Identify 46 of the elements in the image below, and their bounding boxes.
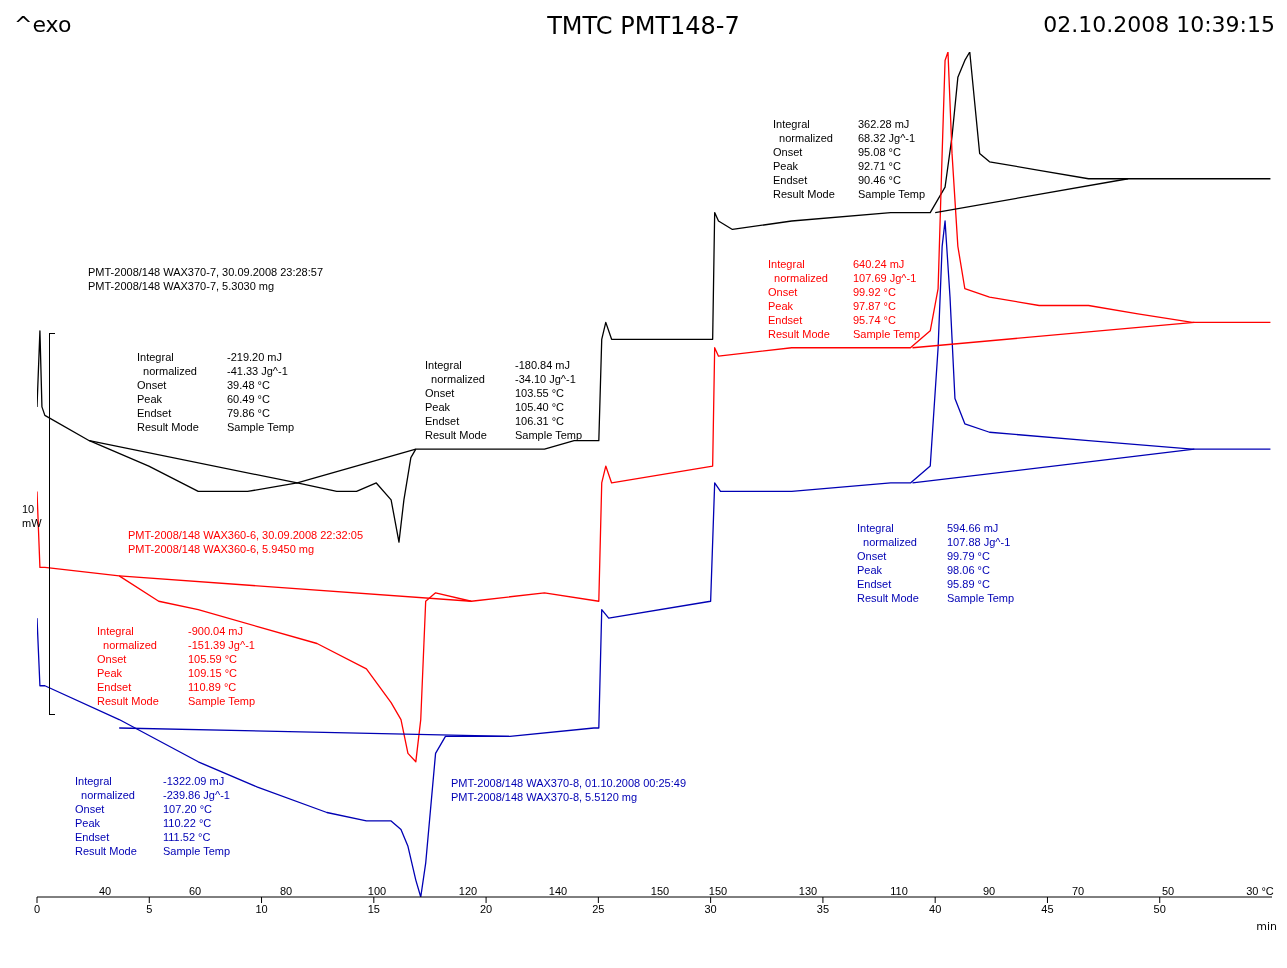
annotation: 100 bbox=[367, 884, 387, 898]
x-tick-label: 0 bbox=[33, 902, 41, 915]
x-tick-label: 10 bbox=[255, 902, 268, 915]
annotation: 30 °C bbox=[1246, 884, 1274, 898]
annotation: -1322.09 mJ -239.86 Jg^-1 107.20 °C 110.22 °C 111.52 °C Sample Temp bbox=[163, 774, 231, 858]
text: 02.10.2008 10:39:15 bbox=[1043, 12, 1275, 37]
x-tick-label: 50 bbox=[1153, 902, 1166, 915]
annotation: 140 bbox=[548, 884, 568, 898]
annotation: Integral normalized Onset Peak Endset Result Mode bbox=[773, 117, 835, 201]
annotation: -900.04 mJ -151.39 Jg^-1 105.59 °C 109.15 °C 110.89 °C Sample Temp bbox=[188, 624, 256, 708]
annotation: 70 bbox=[1071, 884, 1085, 898]
x-axis-title: min bbox=[1256, 920, 1277, 933]
annotation: 120 bbox=[458, 884, 478, 898]
x-tick-label: 20 bbox=[479, 902, 493, 915]
annotation: 60 bbox=[188, 884, 202, 898]
annotation: Integral normalized Onset Peak Endset Result Mode bbox=[425, 358, 487, 442]
annotation: 130 bbox=[798, 884, 818, 898]
annotation: PMT-2008/148 WAX360-6, 30.09.2008 22:32:05 PMT-2008/148 WAX360-6, 5.9450 mg bbox=[128, 528, 364, 556]
text: ^exo bbox=[14, 12, 72, 37]
x-tick-label: 40 bbox=[929, 902, 942, 915]
annotation: -219.20 mJ -41.33 Jg^-1 39.48 °C 60.49 °C 79.86 °C Sample Temp bbox=[227, 350, 295, 434]
annotation: 362.28 mJ 68.32 Jg^-1 95.08 °C 92.71 °C 90.46 °C Sample Temp bbox=[858, 117, 926, 201]
annotation: -180.84 mJ -34.10 Jg^-1 103.55 °C 105.40 °C 106.31 °C Sample Temp bbox=[515, 358, 583, 442]
chart-title: TMTC PMT148-7 bbox=[547, 12, 740, 40]
x-tick-label: 45 bbox=[1041, 902, 1054, 915]
annotation: PMT-2008/148 WAX370-8, 01.10.2008 00:25:49 PMT-2008/148 WAX370-8, 5.5120 mg bbox=[451, 776, 687, 804]
annotation: Integral normalized Onset Peak Endset Result Mode bbox=[768, 257, 830, 341]
annotation: PMT-2008/148 WAX370-7, 30.09.2008 23:28:57 PMT-2008/148 WAX370-7, 5.3030 mg bbox=[88, 265, 324, 293]
x-tick-label: 25 bbox=[592, 902, 605, 915]
annotation: Integral normalized Onset Peak Endset Result Mode bbox=[97, 624, 159, 708]
annotation: Integral normalized Onset Peak Endset Result Mode bbox=[137, 350, 199, 434]
x-tick-label: 15 bbox=[367, 902, 380, 915]
annotation: 80 bbox=[279, 884, 293, 898]
annotation: 40 bbox=[98, 884, 112, 898]
annotation: 90 bbox=[982, 884, 996, 898]
x-tick-label: 5 bbox=[146, 902, 153, 915]
annotation: 640.24 mJ 107.69 Jg^-1 99.92 °C 97.87 °C 95.74 °C Sample Temp bbox=[853, 257, 921, 341]
annotation: 594.66 mJ 107.88 Jg^-1 99.79 °C 98.06 °C 95.89 °C Sample Temp bbox=[947, 521, 1015, 605]
annotation: Integral normalized Onset Peak Endset Result Mode bbox=[857, 521, 919, 605]
x-tick-label: 35 bbox=[816, 902, 830, 915]
annotation: Integral normalized Onset Peak Endset Result Mode bbox=[75, 774, 137, 858]
annotation: 150 bbox=[708, 884, 728, 898]
annotation: 50 bbox=[1161, 884, 1175, 898]
annotation: 150 bbox=[650, 884, 670, 898]
annotation: 110 bbox=[890, 884, 908, 898]
x-tick-label: 30 bbox=[704, 902, 717, 915]
